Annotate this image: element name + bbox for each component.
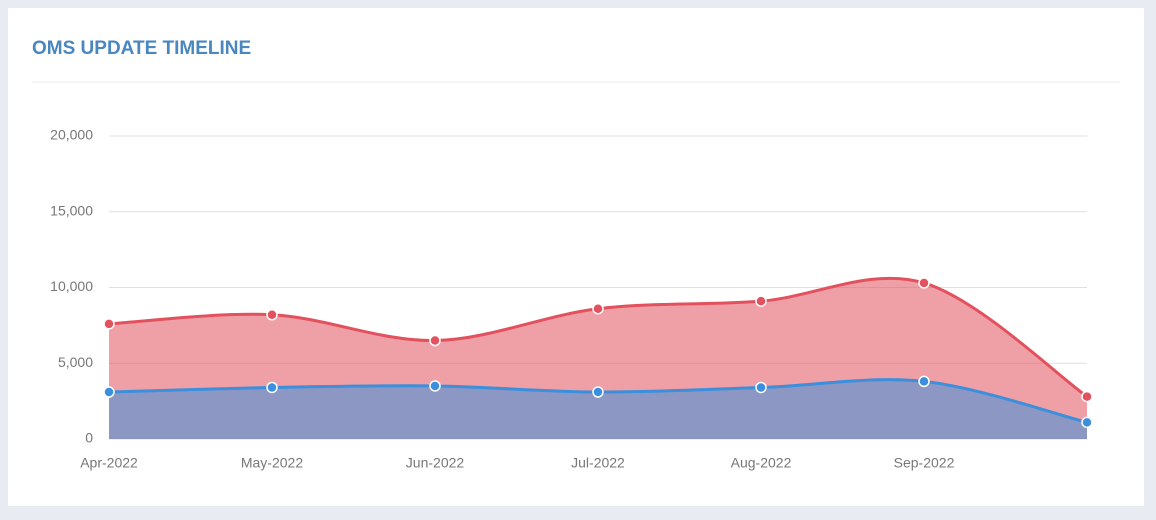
point [266,309,278,321]
x-tick-label: Aug-2022 [731,455,792,471]
point [103,386,115,398]
x-tick-label: Jul-2022 [571,455,625,471]
point [103,318,115,330]
y-tick-label: 0 [85,430,93,446]
y-tick-label: 15,000 [50,202,93,218]
y-tick-label: 20,000 [50,127,93,143]
point [592,386,604,398]
x-tick-label: May-2022 [241,455,303,471]
point [755,381,767,394]
chart-title: OMS UPDATE TIMELINE [32,38,251,59]
area [109,379,1087,439]
y-tick-label: 5,000 [58,354,93,370]
point [918,375,930,388]
point [755,295,767,307]
point [266,381,278,394]
point [1081,416,1093,429]
point [429,334,441,347]
x-tick-label: Jun-2022 [406,455,465,471]
point [592,302,604,315]
point [429,380,441,392]
x-tick-label: Apr-2022 [80,455,138,471]
point [918,277,930,289]
x-tick-label: Sep-2022 [894,455,955,471]
y-tick-label: 10,000 [50,278,93,294]
point [1081,390,1093,403]
